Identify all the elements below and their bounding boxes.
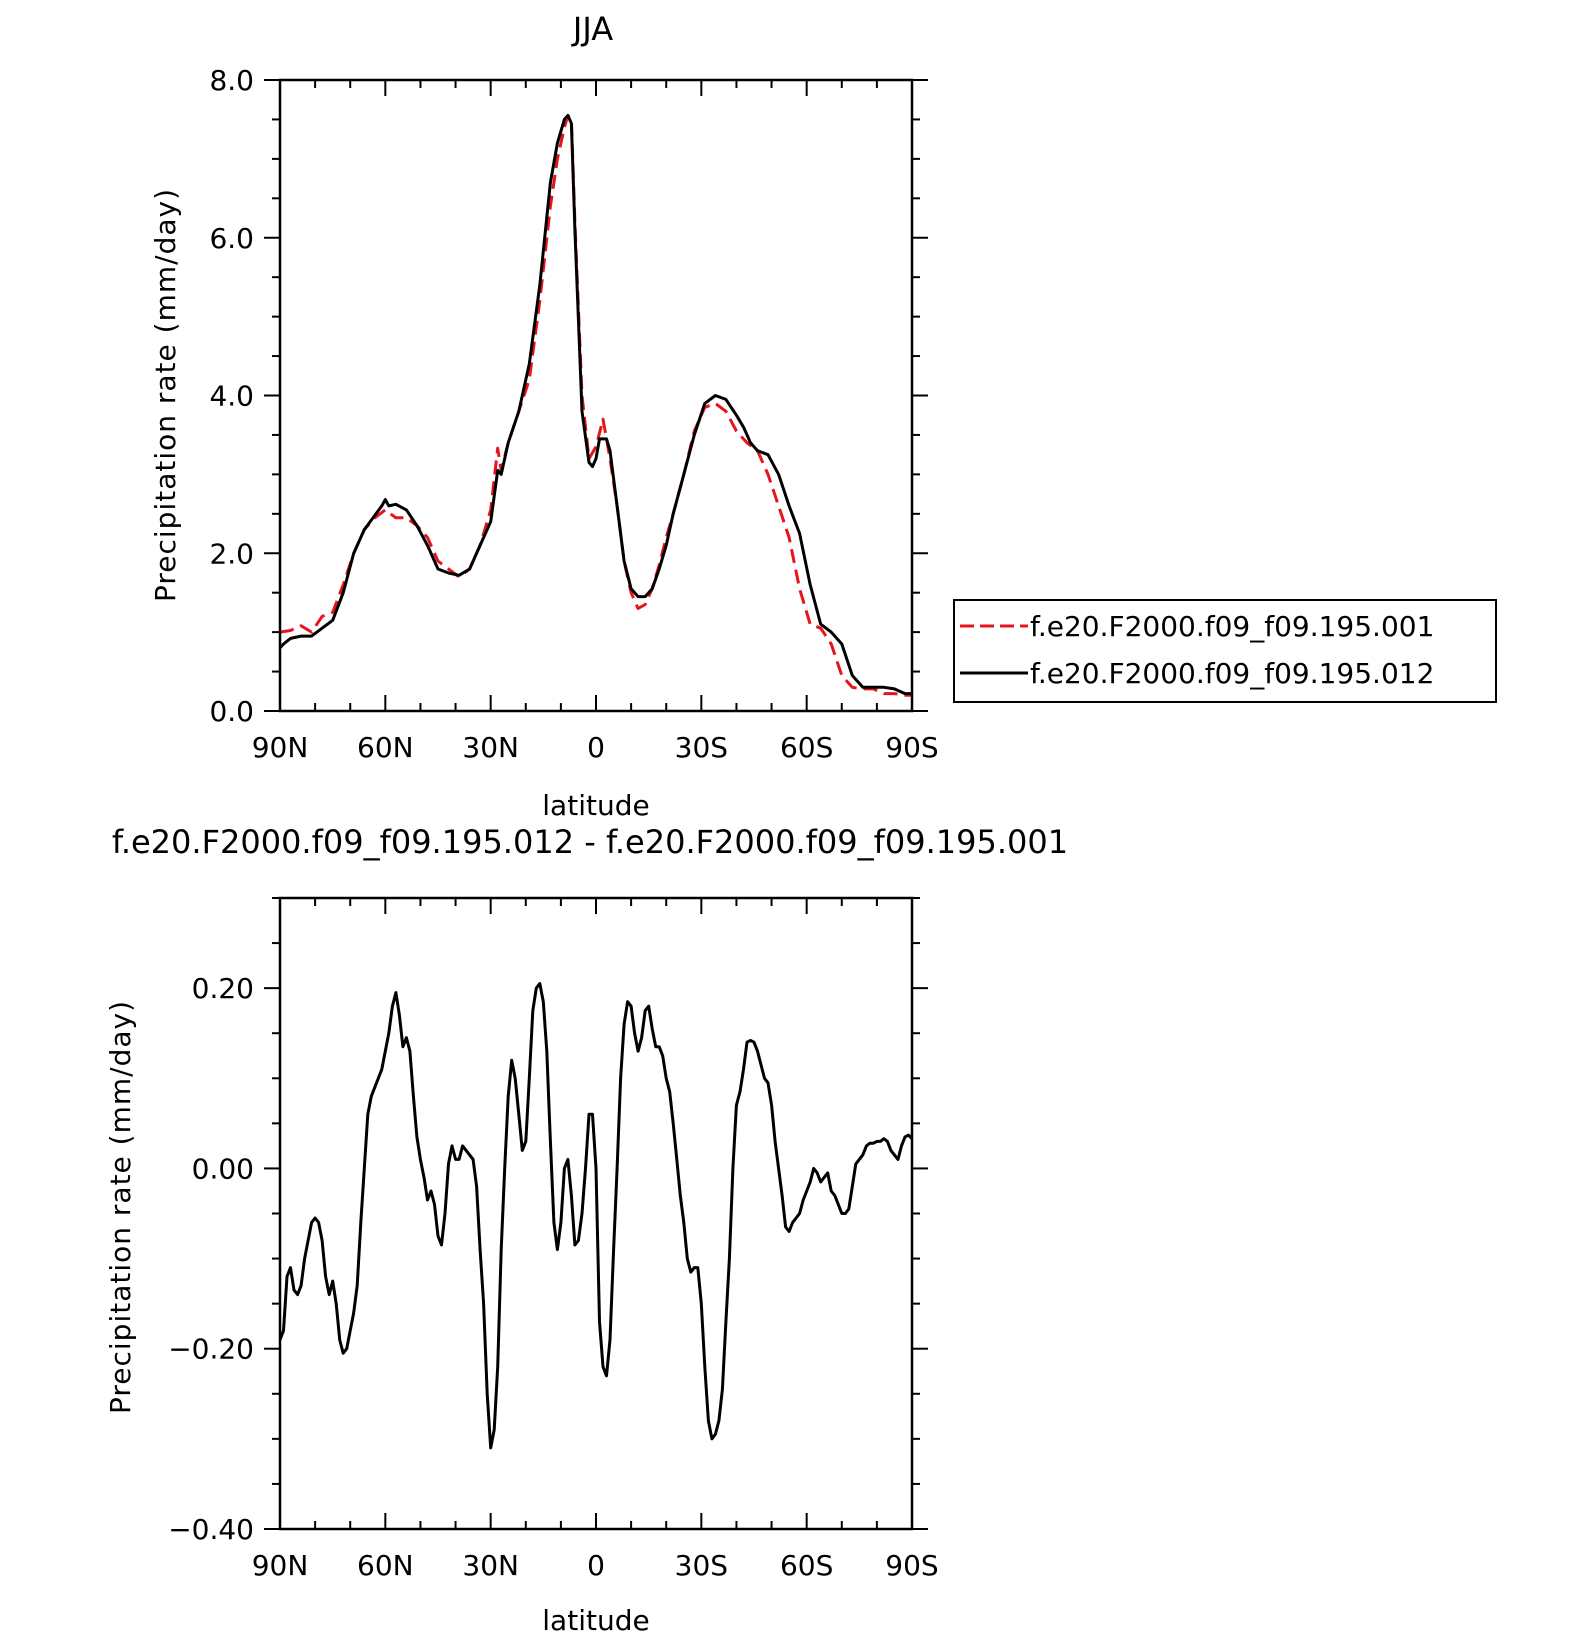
bottom-xtick-label: 60N <box>357 1549 414 1582</box>
top-series-line-1 <box>278 114 912 696</box>
top-xtick-label: 90N <box>252 731 309 764</box>
bottom-ytick-label: −0.40 <box>168 1513 254 1546</box>
bottom-ytick-label: 0.00 <box>192 1152 254 1185</box>
bottom-panel-ylabel: Precipitation rate (mm/day) <box>104 1000 137 1414</box>
top-panel-title: JJA <box>571 10 613 48</box>
bottom-series-line-0 <box>278 982 914 1450</box>
bottom-ytick-label: 0.20 <box>192 972 254 1005</box>
top-xtick-label: 60N <box>357 731 414 764</box>
top-ytick-label: 4.0 <box>209 380 254 413</box>
top-xtick-label: 30N <box>462 731 519 764</box>
bottom-panel-ticks: 90N 60N 30N 0 30S 60S 90S −0.40 −0.20 0.00 0.20 <box>168 897 939 1582</box>
bottom-xtick-label: 60S <box>780 1549 833 1582</box>
top-panel-frame <box>278 78 914 713</box>
top-panel-ylabel: Precipitation rate (mm/day) <box>149 188 182 602</box>
bottom-panel-series <box>278 982 914 1450</box>
bottom-xtick-label: 0 <box>587 1549 605 1582</box>
top-ytick-label: 0.0 <box>209 695 254 728</box>
bottom-xtick-label: 30N <box>462 1549 519 1582</box>
legend-label-001: f.e20.F2000.f09_f09.195.001 <box>1030 610 1434 643</box>
top-xtick-label: 90S <box>885 731 938 764</box>
bottom-panel-title: f.e20.F2000.f09_f09.195.012 - f.e20.F200… <box>112 823 1068 861</box>
bottom-ytick-label: −0.20 <box>168 1333 254 1366</box>
top-xtick-label: 0 <box>587 731 605 764</box>
top-xtick-label: 30S <box>675 731 728 764</box>
top-panel-series <box>278 114 912 697</box>
bottom-xtick-label: 90S <box>885 1549 938 1582</box>
top-panel-legend: f.e20.F2000.f09_f09.195.001 f.e20.F2000.… <box>953 599 1497 703</box>
legend-box <box>953 599 1497 703</box>
bottom-xtick-label: 90N <box>252 1549 309 1582</box>
top-xtick-label: 60S <box>780 731 833 764</box>
top-panel-xlabel: latitude <box>542 789 649 822</box>
top-panel: JJA 90N 60N 30N 0 30S 60S 90S 0.0 2.0 4.0 6.0 8.0 l… <box>149 10 1497 822</box>
bottom-panel: f.e20.F2000.f09_f09.195.012 - f.e20.F200… <box>104 823 1068 1635</box>
top-ytick-label: 6.0 <box>209 222 254 255</box>
top-panel-ticks: 90N 60N 30N 0 30S 60S 90S 0.0 2.0 4.0 6.0 8.0 <box>209 64 938 764</box>
legend-label-012: f.e20.F2000.f09_f09.195.012 <box>1030 657 1434 690</box>
bottom-panel-xlabel: latitude <box>542 1604 649 1635</box>
top-ytick-label: 2.0 <box>209 537 254 570</box>
top-series-line-0 <box>279 114 912 697</box>
top-ytick-label: 8.0 <box>209 64 254 97</box>
bottom-xtick-label: 30S <box>675 1549 728 1582</box>
bottom-panel-frame <box>278 896 914 1531</box>
